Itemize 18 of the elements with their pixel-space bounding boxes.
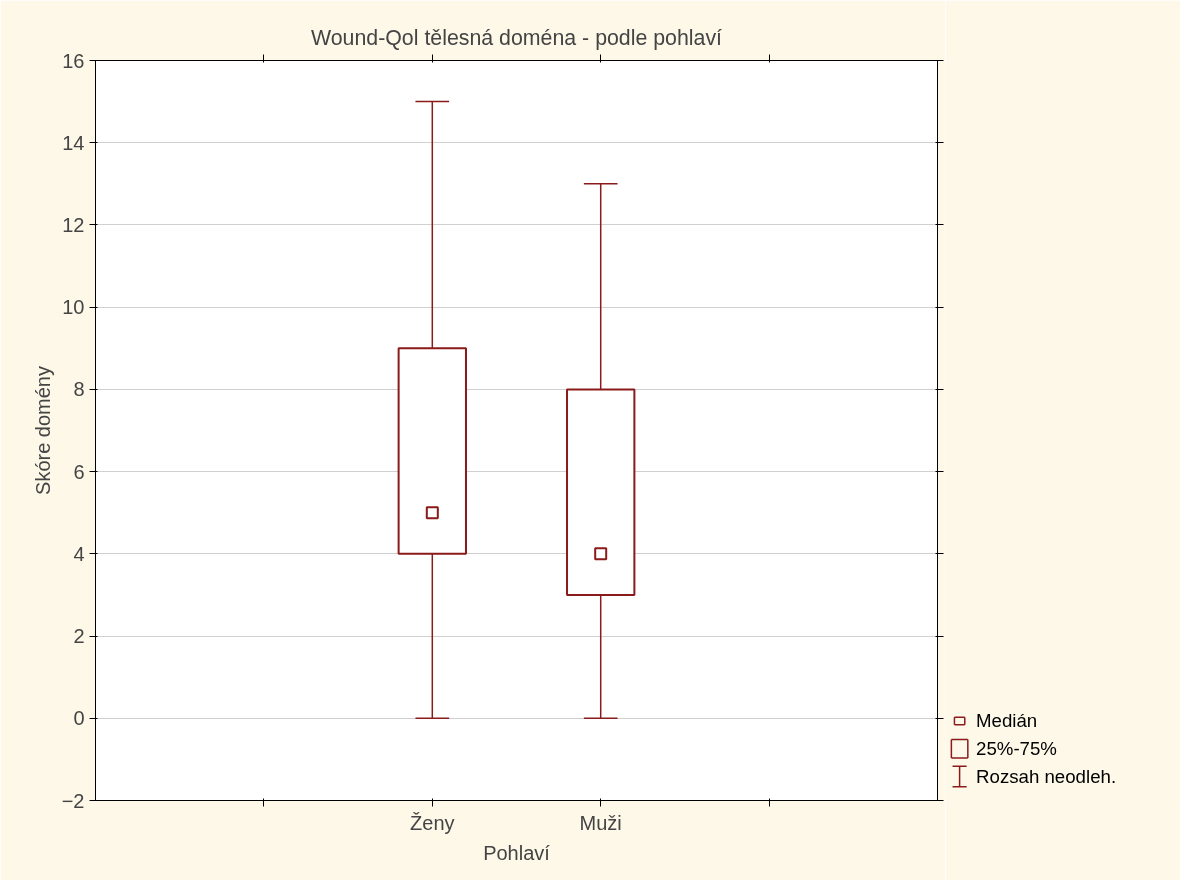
x-tick-label: Muži xyxy=(579,811,622,834)
y-tick-label: 14 xyxy=(62,131,85,154)
y-tick-label: 2 xyxy=(73,625,85,648)
chart-title: Wound-Qol tělesná doména - podle pohlaví xyxy=(310,25,723,50)
y-tick-label: 16 xyxy=(62,49,85,72)
text: Rozsah neodleh. xyxy=(976,765,1117,787)
x-axis-title: Pohlaví xyxy=(483,841,551,864)
y-tick-label: 0 xyxy=(73,707,85,730)
y-tick-label: 12 xyxy=(62,213,85,236)
x-tick-label: Ženy xyxy=(410,811,455,834)
y-tick-label: 8 xyxy=(73,378,85,401)
y-tick-label: 6 xyxy=(73,460,85,483)
text: Medián xyxy=(976,710,1038,732)
y-tick-label: 4 xyxy=(73,542,85,565)
y-tick-label: −2 xyxy=(61,789,85,812)
text: 25%-75% xyxy=(976,738,1057,760)
y-axis-title: Skóre domény xyxy=(31,366,54,495)
y-tick-label: 10 xyxy=(62,296,85,319)
